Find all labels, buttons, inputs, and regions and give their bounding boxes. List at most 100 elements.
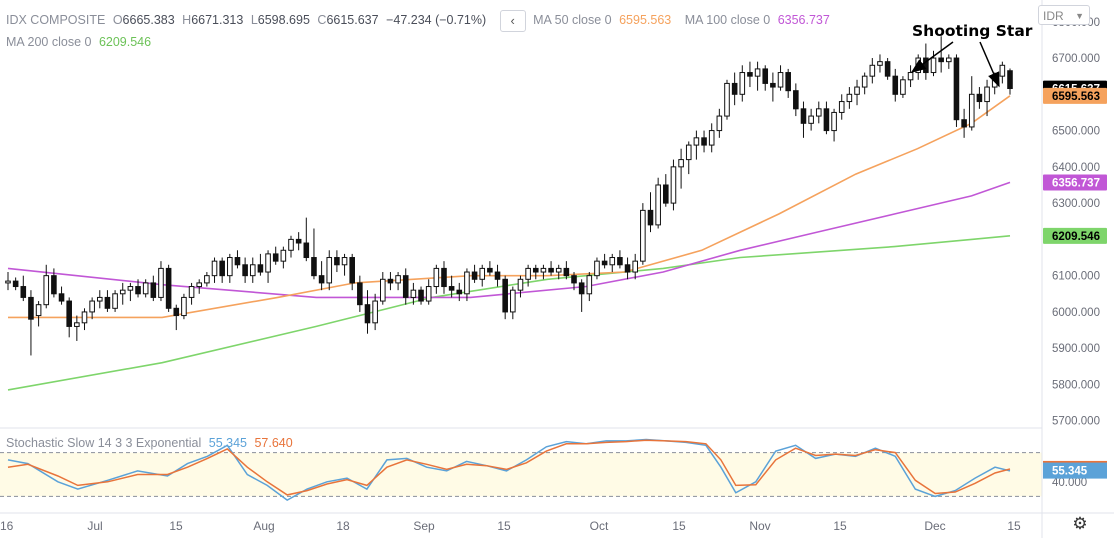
collapse-legend-button[interactable]: ‹ (499, 10, 526, 32)
candle (854, 79, 860, 106)
candle (724, 79, 730, 120)
time-tick-label: Jul (87, 519, 102, 533)
candle (815, 101, 822, 124)
symbol-name[interactable]: IDX COMPOSITE (6, 13, 106, 28)
time-tick-label: 15 (672, 519, 686, 533)
candle (532, 264, 539, 280)
price-tick-label: 6100.000 (1052, 271, 1100, 283)
ma200-label[interactable]: MA 200 close 0 (6, 35, 92, 49)
candle (540, 264, 547, 280)
time-tick-label: 15 (497, 519, 511, 533)
candle (288, 235, 294, 258)
candle (999, 61, 1006, 84)
candle (395, 272, 401, 291)
low-value: 6598.695 (257, 13, 310, 28)
candle (173, 304, 180, 331)
candle (433, 264, 440, 294)
annotation-arrows (910, 41, 1000, 88)
change-value: −47.234 (−0.71%) (386, 13, 487, 28)
ma100-label[interactable]: MA 100 close 0 (684, 13, 771, 28)
high-label: H (182, 13, 192, 28)
candle (441, 261, 447, 294)
candle (204, 272, 210, 287)
candle (938, 36, 944, 73)
stochastic-lines (7, 438, 1011, 501)
candle (953, 54, 960, 127)
candle (326, 250, 333, 291)
candle (578, 279, 585, 312)
ma50-label[interactable]: MA 50 close 0 (533, 13, 612, 28)
candle (188, 282, 195, 305)
shooting-star-annotation: Shooting Star (912, 22, 1033, 40)
ma50-value: 6595.563 (619, 13, 672, 28)
candle (869, 58, 876, 84)
ohlc-low: L6598.695 (251, 13, 310, 27)
ma200-value: 6209.546 (98, 35, 152, 49)
candle (609, 253, 616, 273)
candle (632, 253, 639, 280)
candle (58, 286, 65, 305)
candle (181, 293, 187, 320)
candle (984, 79, 990, 117)
candle (517, 275, 524, 298)
ohlc-high: H6671.313 (182, 13, 243, 27)
price-tick-label: 6500.000 (1052, 126, 1100, 138)
chevron-down-icon: ▼ (1075, 11, 1084, 21)
candle (81, 308, 88, 331)
candle (425, 279, 432, 305)
candle (249, 257, 256, 283)
candle (402, 268, 409, 305)
candle (762, 65, 769, 91)
candle (968, 76, 975, 131)
candle (280, 246, 287, 269)
candle (51, 268, 57, 298)
candle (708, 123, 715, 153)
svg-text:6209.546: 6209.546 (1052, 231, 1100, 243)
stoch-label[interactable]: Stochastic Slow 14 3 3 Exponential (6, 436, 202, 450)
candle (731, 72, 738, 106)
candle (379, 272, 386, 305)
candle (387, 272, 394, 291)
price-tick-label: 6300.000 (1052, 198, 1100, 210)
stoch-tick-label: 40.000 (1052, 477, 1087, 489)
currency-selector[interactable]: IDR ▼ (1038, 5, 1090, 25)
candle (770, 72, 776, 102)
axes: 6800.0006700.0006600.0006500.0006400.000… (0, 17, 1107, 533)
candle (525, 264, 531, 287)
moving-averages (7, 95, 1011, 391)
candle (272, 246, 279, 265)
candle (800, 101, 807, 138)
price-tick-label: 5900.000 (1052, 343, 1100, 355)
candle (135, 279, 141, 298)
stoch-d-line (7, 439, 1011, 496)
candle (846, 87, 853, 109)
candle (663, 174, 669, 207)
open-value: 6665.383 (122, 13, 175, 28)
candle (341, 253, 348, 276)
ma100-value: 6356.737 (777, 13, 830, 28)
candlesticks (5, 36, 1013, 356)
gear-icon[interactable]: ⚙ (1072, 514, 1088, 533)
price-tick-label: 5800.000 (1052, 379, 1100, 391)
time-tick-label: 16 (0, 519, 14, 533)
ma50-line (8, 95, 1011, 319)
stoch-legend: Stochastic Slow 14 3 3 Exponential 55.34… (6, 436, 297, 450)
candle (655, 177, 661, 229)
candle (318, 261, 325, 291)
candle (334, 250, 340, 273)
candle (548, 261, 554, 276)
time-tick-label: 15 (1007, 519, 1021, 533)
candle (12, 277, 19, 291)
candle (165, 264, 172, 312)
candle (701, 130, 707, 153)
candle (754, 61, 761, 91)
candle (96, 290, 103, 309)
stoch-d-value: 57.640 (254, 436, 293, 450)
candle (357, 275, 363, 312)
candle (112, 290, 118, 312)
candle (150, 275, 157, 302)
candle (66, 297, 72, 338)
time-tick-label: 18 (336, 519, 350, 533)
stoch-band (0, 452, 1042, 497)
ma200-line (7, 235, 1011, 391)
